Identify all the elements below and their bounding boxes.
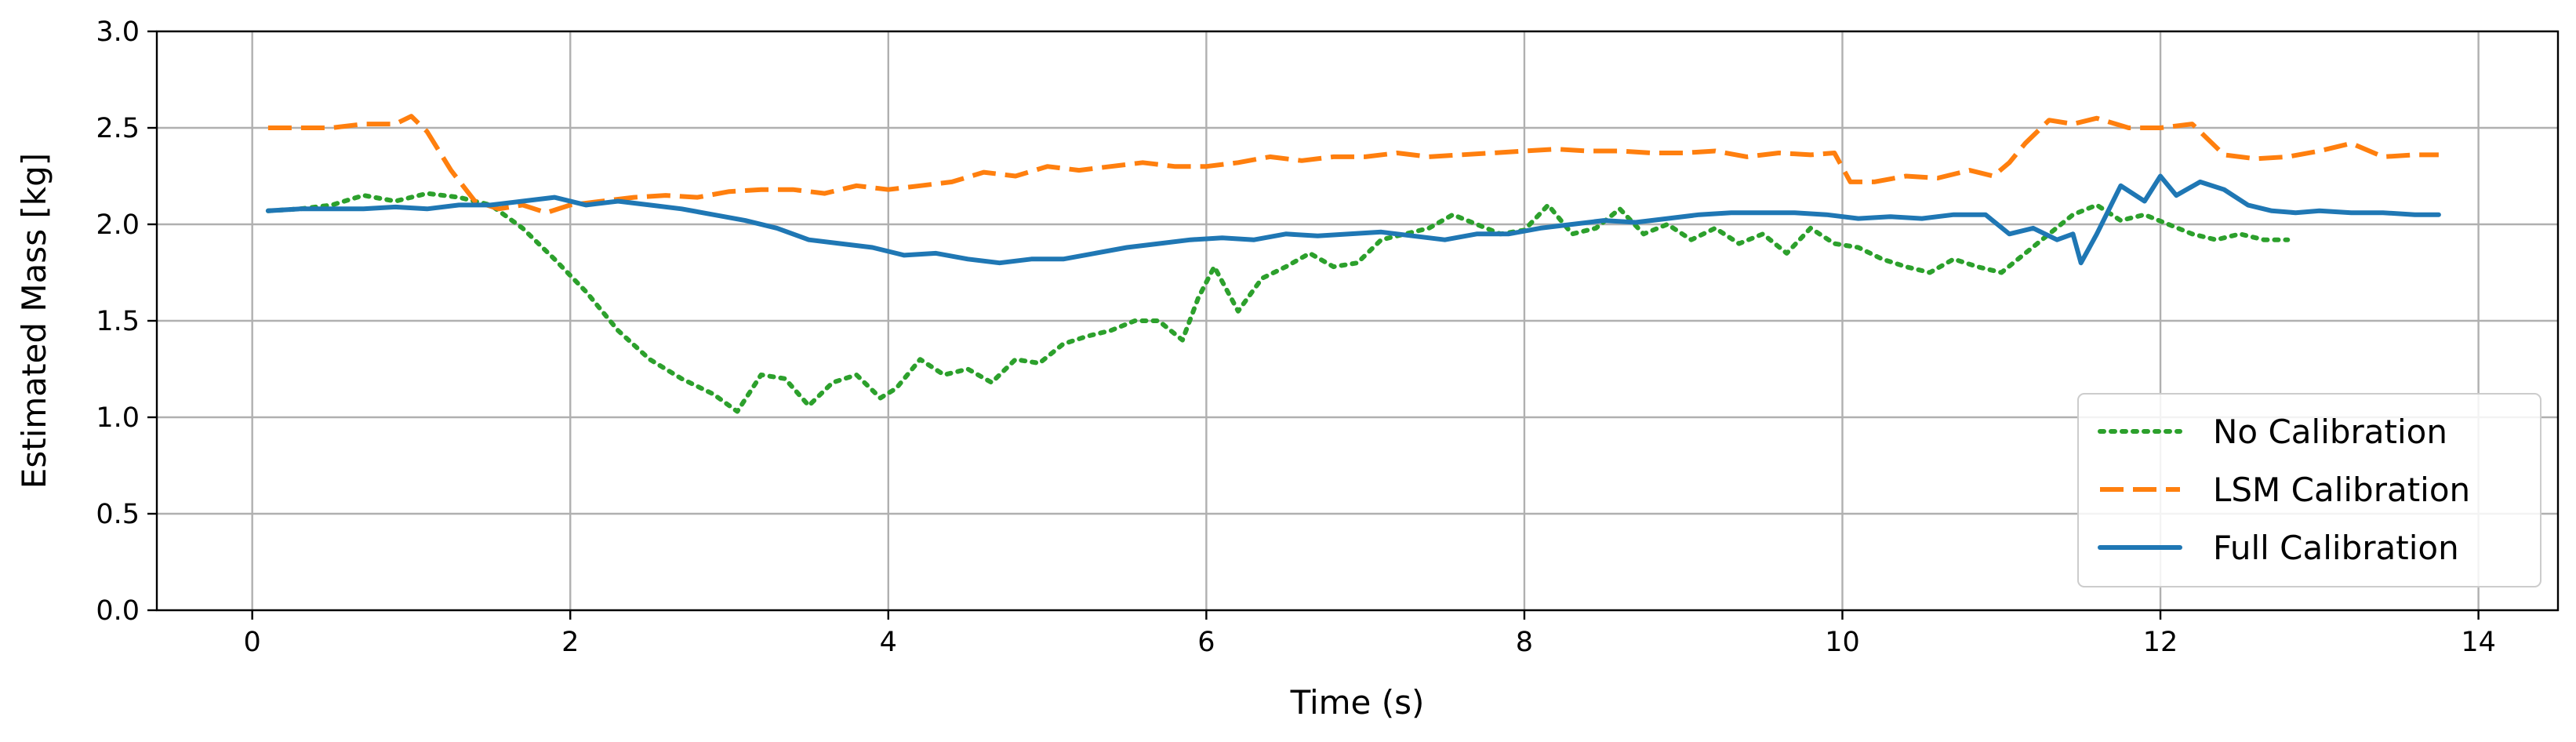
- x-tick-label: 4: [880, 627, 897, 658]
- series-layer: [265, 114, 2441, 414]
- y-tick-label: 0.5: [96, 499, 140, 530]
- legend-label: LSM Calibration: [2213, 471, 2470, 509]
- x-tick-label: 14: [2461, 627, 2496, 658]
- x-tick-label: 8: [1516, 627, 1533, 658]
- legend-label: Full Calibration: [2213, 529, 2459, 567]
- y-axis-label: Estimated Mass [kg]: [15, 153, 53, 489]
- series-line-lsm-calibration: [267, 114, 2439, 216]
- series-line-full-calibration: [265, 173, 2441, 266]
- y-axis: 0.0 0.5 1.0 1.5 2.0 2.5 3.0: [96, 16, 157, 627]
- y-tick-label: 1.0: [96, 402, 140, 434]
- legend-item: LSM Calibration: [2100, 471, 2470, 509]
- legend-label: No Calibration: [2213, 413, 2447, 451]
- y-tick-label: 2.0: [96, 209, 140, 241]
- x-axis: 0 2 4 6 8 10 12 14: [244, 610, 2496, 658]
- y-tick-label: 2.5: [96, 113, 140, 144]
- x-tick-label: 6: [1197, 627, 1215, 658]
- x-tick-label: 2: [561, 627, 579, 658]
- series-line-no-calibration: [265, 191, 2291, 414]
- legend: No Calibration LSM Calibration Full Calibr…: [2077, 393, 2541, 587]
- x-axis-label: Time (s): [1290, 683, 1425, 722]
- x-tick-label: 0: [244, 627, 261, 658]
- legend-box: [2077, 393, 2541, 587]
- x-tick-label: 10: [1825, 627, 1860, 658]
- x-tick-label: 12: [2143, 627, 2178, 658]
- legend-item: No Calibration: [2098, 413, 2447, 451]
- y-tick-label: 0.0: [96, 595, 140, 627]
- y-tick-label: 3.0: [96, 16, 140, 48]
- legend-item: Full Calibration: [2098, 529, 2459, 567]
- y-tick-label: 1.5: [96, 306, 140, 337]
